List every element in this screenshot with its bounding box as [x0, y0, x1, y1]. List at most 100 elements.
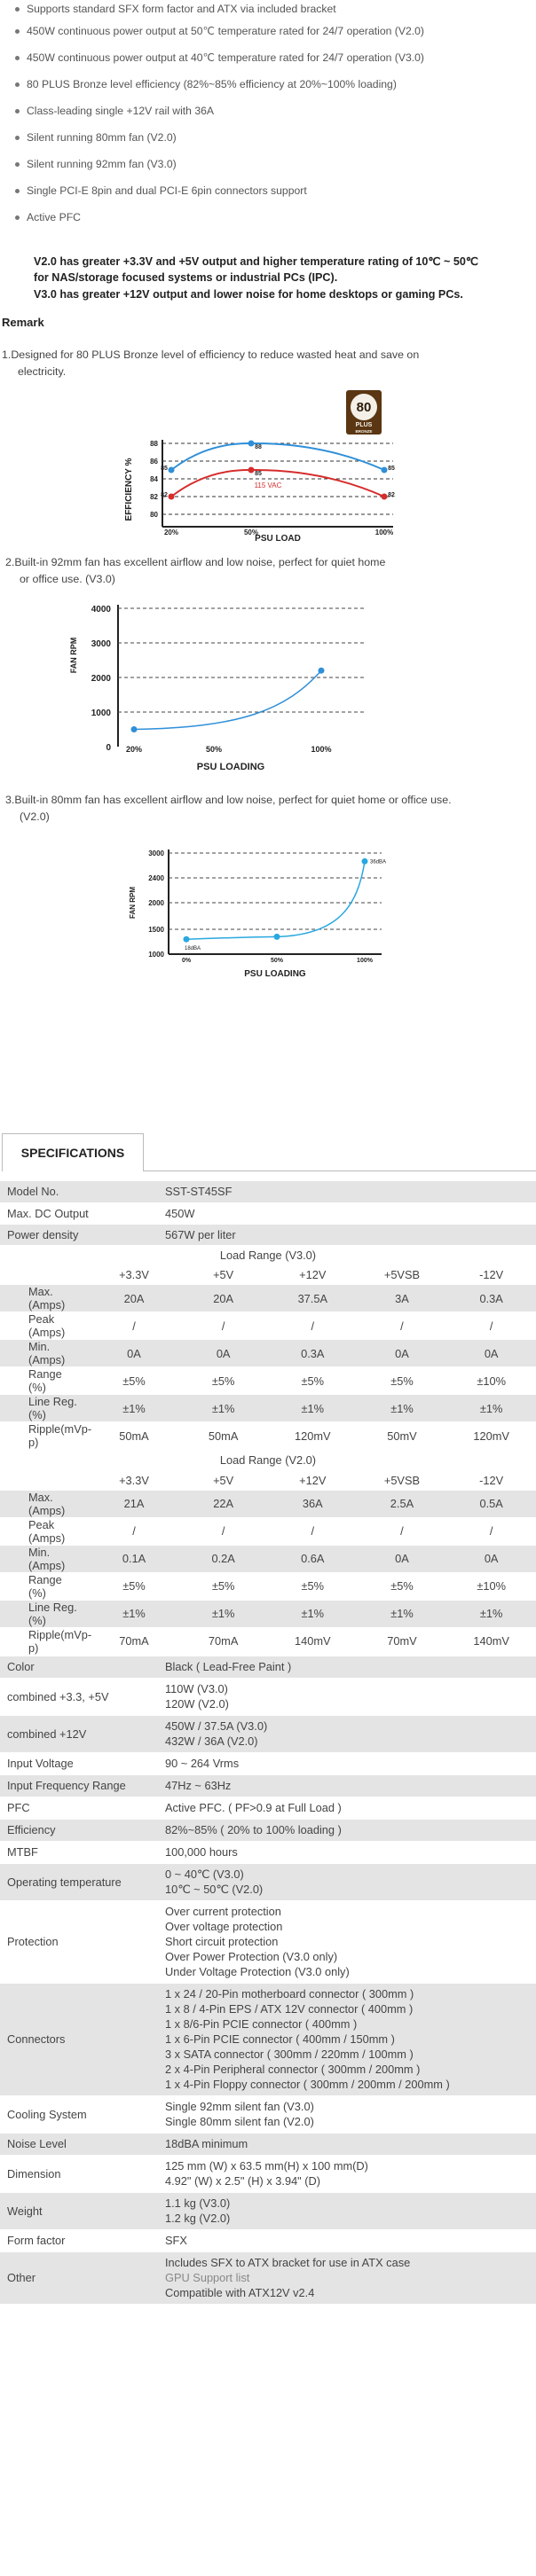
- data-label: 36dBA: [370, 859, 386, 865]
- note-2-line-1: 2.Built-in 92mm fan has excellent airflo…: [5, 556, 386, 568]
- spec-value-line: 432W / 36A (V2.0): [165, 1734, 258, 1748]
- x-tick-label: 50%: [271, 958, 284, 964]
- fan-92mm-chart-svg: FAN RPM PSU LOADING 0 1000 2000 3000 4000 20%…: [69, 605, 364, 772]
- spec-value-line: 18dBA minimum: [165, 2137, 248, 2150]
- load-range-cell: ±5%: [178, 1572, 268, 1601]
- spec-row: Color Black ( Lead-Free Paint ): [0, 1656, 536, 1679]
- load-range-cell: 0A: [357, 1339, 447, 1367]
- spec-row: Connectors 1 x 24 / 20-Pin motherboard co…: [0, 1983, 536, 2096]
- spec-value-line: 1 x 6-Pin PCIE connector ( 400mm / 150mm…: [165, 2032, 395, 2046]
- spec-row: Cooling System Single 92mm silent fan (V3…: [0, 2095, 536, 2134]
- spec-label: Protection: [0, 1900, 158, 1984]
- spec-value-line: 82%~85% ( 20% to 100% loading ): [165, 1823, 342, 1836]
- spec-value: 18dBA minimum: [158, 2133, 536, 2156]
- rail-header: +3.3V: [89, 1470, 179, 1491]
- rail-header: +12V: [267, 1470, 358, 1491]
- load-range-row: Min.(Amps) 0A 0A 0.3A 0A 0A: [0, 1339, 536, 1367]
- load-range-row-label: Ripple(mVp-p): [0, 1421, 91, 1450]
- spec-label: Operating temperature: [0, 1863, 158, 1901]
- spec-value: 90 ~ 264 Vrms: [158, 1752, 536, 1775]
- load-range-header-row: +3.3V +5V +12V +5VSB -12V: [0, 1265, 536, 1285]
- load-range-cell: ±1%: [446, 1600, 536, 1628]
- x-axis-label: PSU LOADING: [244, 969, 306, 979]
- data-point: [248, 440, 255, 447]
- spec-row-max-dc: Max. DC Output 450W: [0, 1202, 536, 1225]
- load-range-cell: 50mV: [357, 1421, 447, 1450]
- load-range-cell: /: [89, 1311, 179, 1340]
- spec-value-line: Single 80mm silent fan (V2.0): [165, 2115, 314, 2128]
- spec-label: Noise Level: [0, 2133, 158, 2156]
- spec-label: Input Frequency Range: [0, 1774, 158, 1797]
- load-range-row: Ripple(mVp-p) 70mA 70mA 140mV 70mV 140mV: [0, 1627, 536, 1656]
- load-range-row: Peak (Amps) / / / / /: [0, 1311, 536, 1340]
- spec-value: SST-ST45SF: [158, 1181, 536, 1203]
- load-range-cell: /: [89, 1517, 179, 1546]
- spec-row: combined +3.3, +5V 110W (V3.0) 120W (V2.0): [0, 1678, 536, 1716]
- load-range-row-label: Min.(Amps): [0, 1339, 90, 1367]
- load-range-v3-table: Load Range (V3.0) +3.3V +5V +12V +5VSB -12V Ma…: [0, 1245, 536, 1450]
- gpu-support-link[interactable]: GPU Support list: [165, 2271, 250, 2284]
- spec-row: Other Includes SFX to ATX bracket for use…: [0, 2251, 536, 2305]
- load-range-cell: 0A: [357, 1545, 447, 1573]
- remark-title: Remark: [2, 316, 44, 329]
- spec-value: 567W per liter: [158, 1224, 536, 1246]
- load-range-cell: ±1%: [357, 1600, 447, 1628]
- feature-item: 80 PLUS Bronze level efficiency (82%~85%…: [15, 71, 536, 98]
- load-range-row: Range (%) ±5% ±5% ±5% ±5% ±10%: [0, 1366, 536, 1395]
- spec-value-line: 1 x 8/6-Pin PCIE connector ( 400mm ): [165, 2017, 358, 2031]
- load-range-cell: 120mV: [446, 1421, 536, 1450]
- spec-value-line: 1.1 kg (V3.0): [165, 2196, 231, 2210]
- load-range-v3-block: Load Range (V3.0) +3.3V +5V +12V +5VSB -12V Ma…: [0, 1245, 536, 1451]
- load-range-cell: /: [178, 1311, 268, 1340]
- spec-label: Color: [0, 1656, 158, 1679]
- spec-label: Other: [0, 2251, 158, 2305]
- load-range-cell: 120mV: [267, 1421, 358, 1450]
- efficiency-chart-svg: EFFICIENCY % PSU LOAD 115 VAC 80 82 84 86 88…: [124, 390, 395, 543]
- spec-value-line: 1.2 kg (V2.0): [165, 2212, 231, 2225]
- data-point: [361, 857, 368, 865]
- rail-header: -12V: [446, 1470, 536, 1491]
- load-range-cell: ±1%: [89, 1394, 179, 1422]
- load-range-cell: 70mV: [357, 1627, 447, 1656]
- load-range-row-label: Range (%): [0, 1572, 90, 1601]
- data-label: 85: [388, 466, 395, 472]
- 80-plus-bronze-badge: 80 PLUS BRONZE: [346, 390, 382, 435]
- series-line: [170, 442, 385, 471]
- load-range-header-row: +3.3V +5V +12V +5VSB -12V: [0, 1470, 536, 1491]
- tab-specifications[interactable]: SPECIFICATIONS: [2, 1133, 144, 1171]
- fan-92mm-chart: FAN RPM PSU LOADING 0 1000 2000 3000 4000 20%…: [62, 589, 373, 775]
- y-tick-label: 3000: [91, 639, 112, 649]
- load-range-row: Max.(Amps) 20A 20A 37.5A 3A 0.3A: [0, 1284, 536, 1312]
- load-range-cell: 0A: [446, 1545, 536, 1573]
- series-line: [133, 669, 322, 731]
- efficiency-chart: EFFICIENCY % PSU LOAD 115 VAC 80 82 84 86 88…: [115, 390, 417, 543]
- data-point: [183, 936, 190, 943]
- chart-marks: [130, 667, 325, 732]
- x-axis-label: PSU LOADING: [197, 762, 264, 772]
- feature-item: Silent running 80mm fan (V2.0): [15, 124, 536, 151]
- feature-item: Class-leading single +12V rail with 36A: [15, 98, 536, 124]
- load-range-cell: ±10%: [446, 1366, 536, 1395]
- note-1-line-2: electricity.: [18, 365, 67, 378]
- load-range-row-label: Range (%): [0, 1366, 90, 1395]
- version-note-v3: V3.0 has greater +12V output and lower n…: [34, 288, 463, 301]
- load-range-cell: 3A: [357, 1284, 447, 1312]
- data-point: [381, 466, 388, 474]
- version-note-v2: V2.0 has greater +3.3V and +5V output an…: [34, 255, 479, 268]
- feature-item: Single PCI-E 8pin and dual PCI-E 6pin co…: [15, 177, 536, 204]
- x-tick-label: 20%: [164, 529, 178, 536]
- spec-row: Efficiency 82%~85% ( 20% to 100% loading …: [0, 1819, 536, 1842]
- load-range-cell: 0.6A: [267, 1545, 358, 1573]
- features-section: Supports standard SFX form factor and AT…: [0, 0, 536, 301]
- grid: 0 1000 2000 3000 4000 20% 50% 100%: [91, 605, 364, 754]
- y-tick-label: 82: [150, 493, 158, 501]
- load-range-cell: 50mA: [178, 1421, 268, 1450]
- feature-item: Supports standard SFX form factor and AT…: [15, 0, 536, 18]
- load-range-cell: 20A: [178, 1284, 268, 1312]
- spec-row: Input Voltage 90 ~ 264 Vrms: [0, 1752, 536, 1775]
- data-point: [381, 493, 388, 500]
- spec-label: Power density: [0, 1224, 158, 1246]
- spec-value-line: 1 x 8 / 4-Pin EPS / ATX 12V connector ( …: [165, 2002, 414, 2016]
- load-range-cell: 140mV: [446, 1627, 536, 1656]
- spec-row-density: Power density 567W per liter: [0, 1224, 536, 1246]
